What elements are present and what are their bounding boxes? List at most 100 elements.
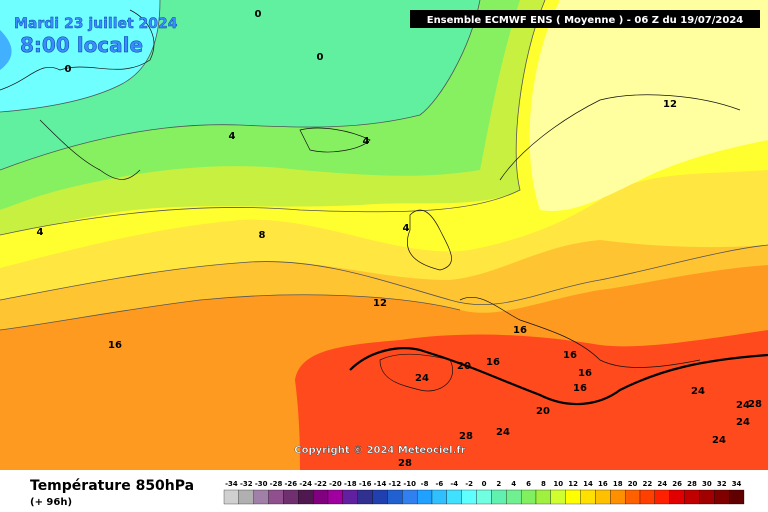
scale-swatch bbox=[461, 489, 477, 505]
contour-label: 0 bbox=[65, 64, 72, 75]
scale-swatch bbox=[402, 489, 418, 505]
contour-label: 20 bbox=[536, 406, 550, 417]
scale-label: 2 bbox=[496, 480, 501, 488]
date: Mardi 23 juillet 2024 bbox=[14, 16, 178, 32]
scale-swatch bbox=[624, 489, 641, 505]
scale-swatch bbox=[535, 489, 552, 505]
scale-label: -10 bbox=[403, 480, 416, 488]
scale-swatch bbox=[520, 489, 537, 505]
contour-label: 28 bbox=[398, 458, 412, 469]
contour-label: 12 bbox=[373, 298, 387, 309]
contour-label: 28 bbox=[748, 399, 762, 410]
scale-label: -18 bbox=[344, 480, 357, 488]
scale-swatch bbox=[714, 489, 730, 505]
contour-label: 4 bbox=[363, 136, 370, 147]
scale-swatch bbox=[446, 489, 462, 505]
run-info: Ensemble ECMWF ENS ( Moyenne ) - 06 Z du… bbox=[427, 15, 744, 26]
band-cyan bbox=[0, 0, 160, 112]
band-pale-yellow bbox=[529, 0, 768, 211]
time: 8:00 locale bbox=[20, 33, 143, 57]
contour-label: 0 bbox=[255, 9, 262, 20]
scale-label: -4 bbox=[450, 480, 458, 488]
scale-label: 20 bbox=[628, 480, 638, 488]
scale-swatch bbox=[580, 489, 596, 505]
contour-label: 0 bbox=[317, 52, 324, 63]
color-scale: -34 -32 -30 -28 -26 -24 -22 -20 -18 -16 -14 -12 -10-… bbox=[223, 480, 745, 505]
isotherms bbox=[0, 0, 768, 331]
scale-label: -2 bbox=[465, 480, 473, 488]
scale-swatch bbox=[283, 489, 299, 505]
scale-label: 16 bbox=[598, 480, 608, 488]
scale-label: 24 bbox=[657, 480, 667, 488]
contour-label: 16 bbox=[578, 368, 592, 379]
scale-label: -30 bbox=[255, 480, 268, 488]
scale-swatch bbox=[491, 489, 507, 505]
scale-swatch bbox=[610, 489, 626, 505]
scale-label: 26 bbox=[672, 480, 682, 488]
scale-label: 28 bbox=[687, 480, 697, 488]
isotherm-20 bbox=[349, 347, 768, 406]
scale-swatch bbox=[506, 489, 522, 505]
scale-swatch bbox=[342, 489, 358, 505]
scale-label: 32 bbox=[717, 480, 727, 488]
contour-label: 8 bbox=[259, 230, 266, 241]
scale-swatch bbox=[595, 489, 611, 505]
scale-label: -14 bbox=[374, 480, 387, 488]
scale-swatch bbox=[327, 489, 344, 505]
scale-swatch bbox=[268, 489, 284, 505]
scale-label: 30 bbox=[702, 480, 712, 488]
contour-label: 4 bbox=[229, 131, 236, 142]
scale-label: -16 bbox=[359, 480, 372, 488]
contour-label: 24 bbox=[736, 400, 750, 411]
scale-swatch bbox=[476, 489, 492, 505]
scale-swatch bbox=[253, 489, 269, 505]
scale-label: -12 bbox=[389, 480, 402, 488]
scale-label: 18 bbox=[613, 480, 623, 488]
scale-swatch bbox=[238, 489, 254, 505]
scale-swatch bbox=[654, 489, 670, 505]
contour-label: 24 bbox=[691, 386, 705, 397]
scale-label: -6 bbox=[436, 480, 444, 488]
scale-swatch bbox=[431, 489, 448, 505]
scale-swatch bbox=[223, 489, 240, 505]
contour-label: 16 bbox=[486, 357, 500, 368]
scale-label: 14 bbox=[583, 480, 593, 488]
contour-label: 24 bbox=[736, 417, 750, 428]
scale-swatch bbox=[312, 489, 329, 505]
scale-label: -22 bbox=[314, 480, 327, 488]
contour-label: 16 bbox=[573, 383, 587, 394]
footer-title: Température 850hPa bbox=[30, 478, 194, 494]
scale-label: -26 bbox=[285, 480, 298, 488]
scale-label: -24 bbox=[299, 480, 312, 488]
contour-label: 20 bbox=[457, 361, 471, 372]
contour-label: 12 bbox=[663, 99, 677, 110]
contour-label: 4 bbox=[403, 223, 410, 234]
contour-label: 24 bbox=[712, 435, 726, 446]
scale-swatch bbox=[416, 489, 433, 505]
contour-label: 16 bbox=[513, 325, 527, 336]
contour-label: 16 bbox=[108, 340, 122, 351]
scale-label: 12 bbox=[568, 480, 578, 488]
scale-label: 4 bbox=[511, 480, 516, 488]
scale-swatch bbox=[684, 489, 700, 505]
contour-label: 28 bbox=[459, 431, 473, 442]
scale-label: -8 bbox=[421, 480, 429, 488]
scale-label: 22 bbox=[643, 480, 653, 488]
scale-label: -28 bbox=[270, 480, 283, 488]
coastlines bbox=[0, 9, 741, 392]
contour-label: 16 bbox=[563, 350, 577, 361]
scale-swatch bbox=[550, 489, 566, 505]
scale-label: 34 bbox=[732, 480, 742, 488]
band-blue bbox=[0, 30, 12, 70]
scale-label: -32 bbox=[240, 480, 253, 488]
scale-swatch bbox=[357, 489, 373, 505]
scale-swatch bbox=[387, 489, 403, 505]
lead-time: (+ 96h) bbox=[30, 497, 72, 508]
scale-label: -34 bbox=[225, 480, 238, 488]
scale-swatch bbox=[298, 489, 314, 505]
scale-label: 10 bbox=[553, 480, 563, 488]
scale-swatch bbox=[669, 489, 685, 505]
